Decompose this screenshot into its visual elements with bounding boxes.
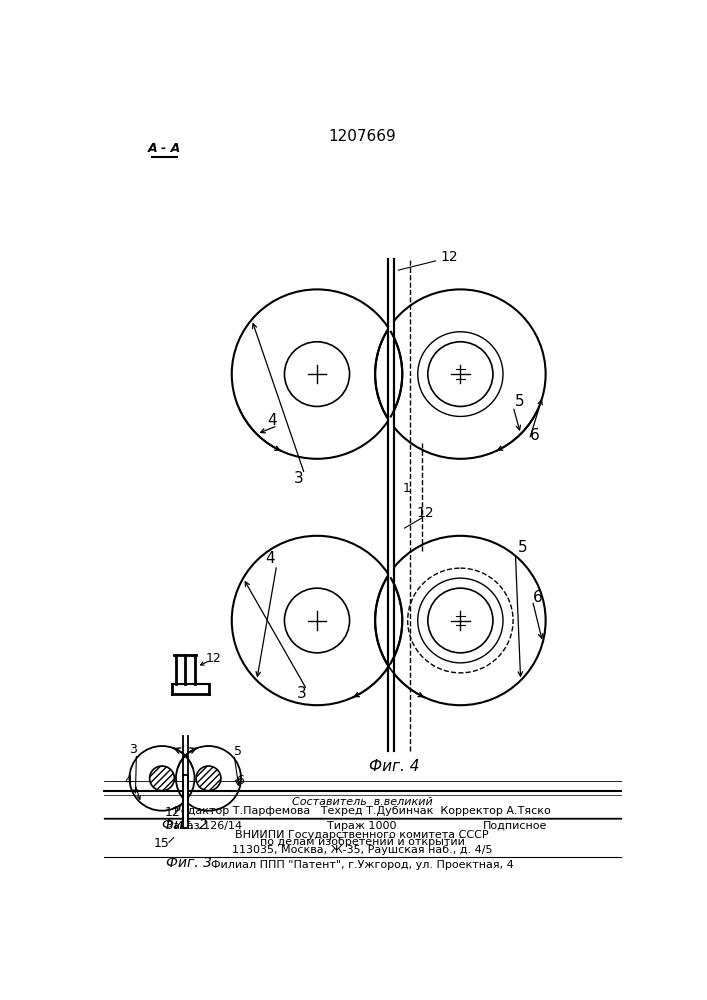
Text: А - А: А - А	[148, 142, 181, 155]
Text: 113035, Москва, Ж-35, Раушская наб., д. 4/5: 113035, Москва, Ж-35, Раушская наб., д. …	[232, 845, 492, 855]
Text: 5: 5	[234, 745, 242, 758]
Bar	[183, 774, 188, 828]
Text: 4: 4	[267, 413, 277, 428]
Bar	[387, 259, 394, 751]
Text: 1: 1	[402, 482, 410, 495]
Text: Редактор Т.Парфемова   Техред Т.Дубинчак  Корректор А.Тяско: Редактор Т.Парфемова Техред Т.Дубинчак К…	[174, 806, 550, 816]
Text: 3: 3	[294, 471, 304, 486]
Text: 12: 12	[164, 806, 180, 820]
Text: 6: 6	[530, 428, 539, 443]
Text: Заказ 126/14: Заказ 126/14	[166, 821, 242, 831]
Text: 4: 4	[266, 551, 275, 566]
Text: 3: 3	[129, 743, 137, 756]
Text: 3: 3	[297, 686, 306, 701]
Circle shape	[196, 766, 221, 791]
Text: Филиал ППП "Патент", г.Ужгород, ул. Проектная, 4: Филиал ППП "Патент", г.Ужгород, ул. Прое…	[211, 860, 513, 870]
Circle shape	[150, 766, 175, 791]
Text: Подписное: Подписное	[482, 821, 547, 831]
Text: Фиг. 4: Фиг. 4	[369, 759, 420, 774]
Text: 12: 12	[206, 652, 222, 666]
Text: 12: 12	[416, 506, 434, 520]
Text: Фиг. 3: Фиг. 3	[166, 856, 212, 870]
Text: ВНИИПИ Государственного комитета СССР: ВНИИПИ Государственного комитета СССР	[235, 830, 489, 840]
Text: 5: 5	[518, 540, 527, 555]
Text: Составитель  в.великий: Составитель в.великий	[291, 797, 432, 807]
Text: по делам изобретений и открытий: по делам изобретений и открытий	[259, 837, 464, 847]
Text: 15: 15	[154, 837, 170, 850]
Text: 1207669: 1207669	[328, 129, 396, 144]
Text: 5: 5	[515, 394, 524, 409]
Text: Фиг. 2: Фиг. 2	[163, 818, 208, 832]
Text: 4: 4	[124, 774, 133, 787]
Text: 6: 6	[533, 590, 543, 605]
Text: 12: 12	[440, 250, 457, 264]
Text: 6: 6	[236, 774, 244, 787]
Text: Тираж 1000: Тираж 1000	[327, 821, 397, 831]
